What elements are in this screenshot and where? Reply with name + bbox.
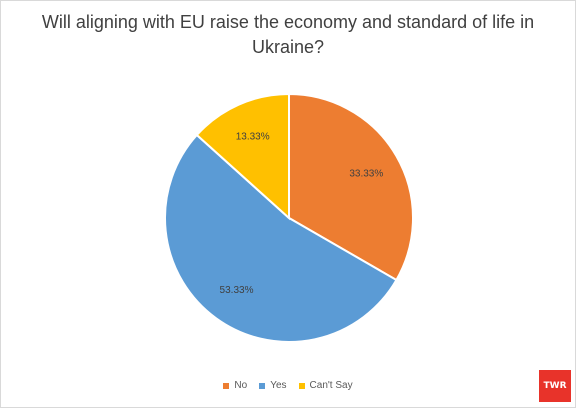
legend-label-no: No <box>234 380 248 391</box>
pie-slice-yes <box>164 133 398 343</box>
pie-slice-cant-say <box>195 92 290 221</box>
chart-title: Will aligning with EU raise the economy … <box>41 12 535 57</box>
data-label-no: 33.33% <box>349 168 383 179</box>
legend: No Yes Can't Say <box>0 380 576 391</box>
data-label-cant-say: 13.33% <box>236 131 270 142</box>
legend-item-no: No <box>223 380 247 391</box>
data-label-yes: 53.33% <box>220 285 254 296</box>
legend-item-cant-say: Can't Say <box>298 380 353 391</box>
legend-label-yes: Yes <box>270 380 287 391</box>
legend-swatch-no <box>223 382 230 389</box>
legend-item-yes: Yes <box>259 380 287 391</box>
legend-swatch-yes <box>259 382 266 389</box>
legend-label-cant-say: Can't Say <box>309 380 353 391</box>
pie-slice-no <box>288 92 414 282</box>
twr-logo: TWR <box>539 370 571 402</box>
legend-swatch-cant-say <box>298 382 305 389</box>
